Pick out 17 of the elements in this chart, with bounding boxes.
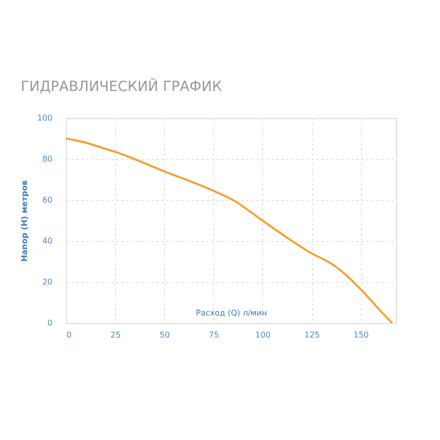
y-tick-label: 0 <box>47 318 52 328</box>
y-tick-label: 60 <box>42 196 52 204</box>
y-tick-label: 80 <box>42 154 52 164</box>
x-tick-label: 100 <box>255 330 271 340</box>
y-tick-label: 40 <box>42 236 52 246</box>
y-tick-label: 20 <box>42 278 52 286</box>
x-tick-label: 75 <box>208 330 219 340</box>
x-axis-title: Расход (Q) л/мин <box>196 308 268 318</box>
x-tick-label: 50 <box>160 330 170 340</box>
x-tick-label: 25 <box>110 330 121 340</box>
x-tick-label: 0 <box>66 330 72 340</box>
chart-title: ГИДРАВЛИЧЕСКИЙ ГРАФИК <box>20 78 222 95</box>
x-tick-label: 150 <box>354 330 369 340</box>
x-tick-label: 125 <box>304 330 320 340</box>
y-axis-title: Напор (H) метров <box>20 180 30 262</box>
y-tick-label: 100 <box>37 114 52 122</box>
line-series <box>65 138 394 324</box>
